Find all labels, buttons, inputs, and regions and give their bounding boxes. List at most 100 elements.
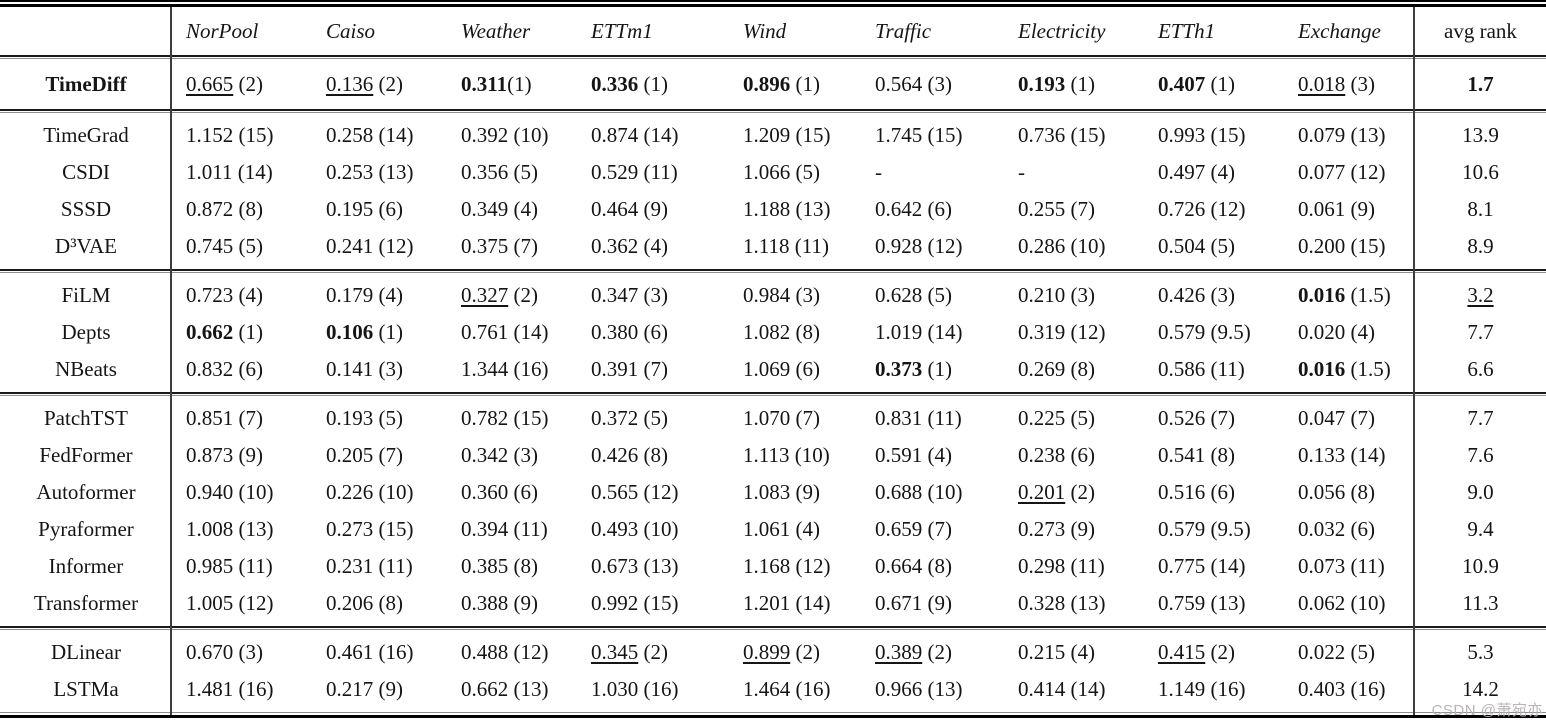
vertical-rule-left	[170, 7, 172, 715]
metric-value: 0.407	[1158, 71, 1206, 96]
table-row: DLinear 0.670 (3) 0.461 (16) 0.488 (12) 0.34…	[0, 634, 1546, 671]
metric-rank: (6)	[1205, 480, 1236, 504]
metric-cell: 0.873 (9)	[172, 443, 312, 468]
metric-cell: 0.375 (7)	[447, 234, 577, 259]
metric-rank: (7)	[373, 443, 404, 467]
metric-rank: (10)	[233, 480, 274, 504]
metric-rank: (12)	[1065, 320, 1106, 344]
metric-rank: (6)	[638, 320, 669, 344]
metric-value: 0.347	[591, 283, 639, 307]
model-name: PatchTST	[44, 406, 128, 430]
metric-rank: (7)	[508, 234, 539, 258]
metric-rank: (11)	[373, 554, 413, 578]
model-name: LSTMa	[53, 677, 119, 701]
avg-rank-cell: 7.7	[1415, 320, 1546, 345]
metric-cell: 0.336 (1)	[577, 72, 729, 97]
metric-rank: (12)	[1345, 160, 1386, 184]
metric-value: 0.391	[591, 357, 639, 381]
metric-cell: 0.993 (15)	[1144, 123, 1284, 148]
metric-rank: (2)	[508, 283, 539, 307]
metric-value: 0.516	[1158, 480, 1206, 504]
metric-cell: 0.205 (7)	[312, 443, 447, 468]
metric-value: 0.426	[591, 443, 639, 467]
metric-rank: (6)	[233, 357, 264, 381]
metric-cell: 1.008 (13)	[172, 517, 312, 542]
metric-cell: 0.992 (15)	[577, 591, 729, 616]
rule-line	[0, 392, 1546, 394]
metric-cell: 0.106 (1)	[312, 320, 447, 345]
metric-cell: 1.149 (16)	[1144, 677, 1284, 702]
metric-cell: 0.662 (13)	[447, 677, 577, 702]
metric-value: 0.394	[461, 517, 509, 541]
metric-cell: 0.591 (4)	[861, 443, 1004, 468]
metric-cell: 0.179 (4)	[312, 283, 447, 308]
metric-value: 0.782	[461, 406, 509, 430]
metric-rank: (13)	[233, 517, 274, 541]
metric-value: 0.032	[1298, 517, 1346, 541]
vertical-rule-right	[1413, 7, 1415, 715]
rule-line	[0, 272, 1546, 273]
metric-value: 0.062	[1298, 591, 1346, 615]
metric-rank: (5)	[922, 283, 953, 307]
metric-cell: 0.504 (5)	[1144, 234, 1284, 259]
metric-cell: 0.328 (13)	[1004, 591, 1144, 616]
metric-cell: 0.032 (6)	[1284, 517, 1415, 542]
metric-value: 0.141	[326, 357, 374, 381]
metric-rank: (3)	[790, 283, 821, 307]
model-name: SSSD	[60, 197, 112, 221]
metric-value: 1.152	[186, 123, 234, 147]
rule-line	[0, 4, 1546, 7]
metric-rank: (14)	[922, 320, 963, 344]
metric-cell: 0.225 (5)	[1004, 406, 1144, 431]
metric-cell: 0.414 (14)	[1004, 677, 1144, 702]
table-row: Pyraformer 1.008 (13) 0.273 (15) 0.394 (11)…	[0, 511, 1546, 548]
table-row: D³VAE 0.745 (5) 0.241 (12) 0.375 (7) 0.362 (…	[0, 228, 1546, 265]
metric-cell: 0.201 (2)	[1004, 480, 1144, 505]
metric-value: 0.493	[591, 517, 639, 541]
avg-rank-cell: 8.9	[1415, 234, 1546, 259]
metric-value: 0.385	[461, 554, 509, 578]
metric-cell: 1.061 (4)	[729, 517, 861, 542]
metric-cell: 0.659 (7)	[861, 517, 1004, 542]
metric-rank: (1)	[233, 320, 264, 344]
rule-line	[0, 269, 1546, 271]
metric-value: 0.775	[1158, 554, 1206, 578]
metric-value: 0.136	[326, 71, 374, 96]
metric-value: 0.688	[875, 480, 923, 504]
metric-cell: 0.210 (3)	[1004, 283, 1144, 308]
metric-value: 1.209	[743, 123, 791, 147]
metric-rank: (10)	[1065, 234, 1106, 258]
metric-rank: (11)	[789, 234, 829, 258]
metric-cell: 0.016 (1.5)	[1284, 357, 1415, 382]
metric-value: 0.586	[1158, 357, 1206, 381]
metric-value: 0.389	[875, 640, 923, 664]
metric-cell: 0.985 (11)	[172, 554, 312, 579]
metric-value: 1.188	[743, 197, 791, 221]
metric-rank: (8)	[1345, 480, 1376, 504]
metric-value: 0.899	[743, 640, 791, 664]
metric-value: 1.168	[743, 554, 791, 578]
avg-rank-value: 9.0	[1467, 480, 1494, 504]
metric-cell: 0.493 (10)	[577, 517, 729, 542]
metric-rank: (14)	[1205, 554, 1246, 578]
metric-rank: (15)	[922, 123, 963, 147]
metric-rank: (14)	[638, 123, 679, 147]
metric-cell: 0.362 (4)	[577, 234, 729, 259]
row-group: TimeDiff 0.665 (2) 0.136 (2) 0.311(1) 0.336 …	[0, 59, 1546, 109]
metric-cell: 0.516 (6)	[1144, 480, 1284, 505]
metric-cell: 1.344 (16)	[447, 357, 577, 382]
metric-cell: 0.319 (12)	[1004, 320, 1144, 345]
metric-cell: 1.069 (6)	[729, 357, 861, 382]
metric-rank: (10)	[638, 517, 679, 541]
metric-value: 0.831	[875, 406, 923, 430]
table-row: CSDI 1.011 (14) 0.253 (13) 0.356 (5) 0.529 (…	[0, 154, 1546, 191]
metric-rank: (8)	[508, 554, 539, 578]
metric-value: 0.388	[461, 591, 509, 615]
rule-line	[0, 715, 1546, 718]
metric-rank: (5)	[790, 160, 821, 184]
table-row: TimeGrad 1.152 (15) 0.258 (14) 0.392 (10) 0.…	[0, 117, 1546, 154]
metric-rank: (7)	[1065, 197, 1096, 221]
metric-cell: 0.782 (15)	[447, 406, 577, 431]
avg-rank-cell: 9.4	[1415, 517, 1546, 542]
metric-cell: 0.874 (14)	[577, 123, 729, 148]
